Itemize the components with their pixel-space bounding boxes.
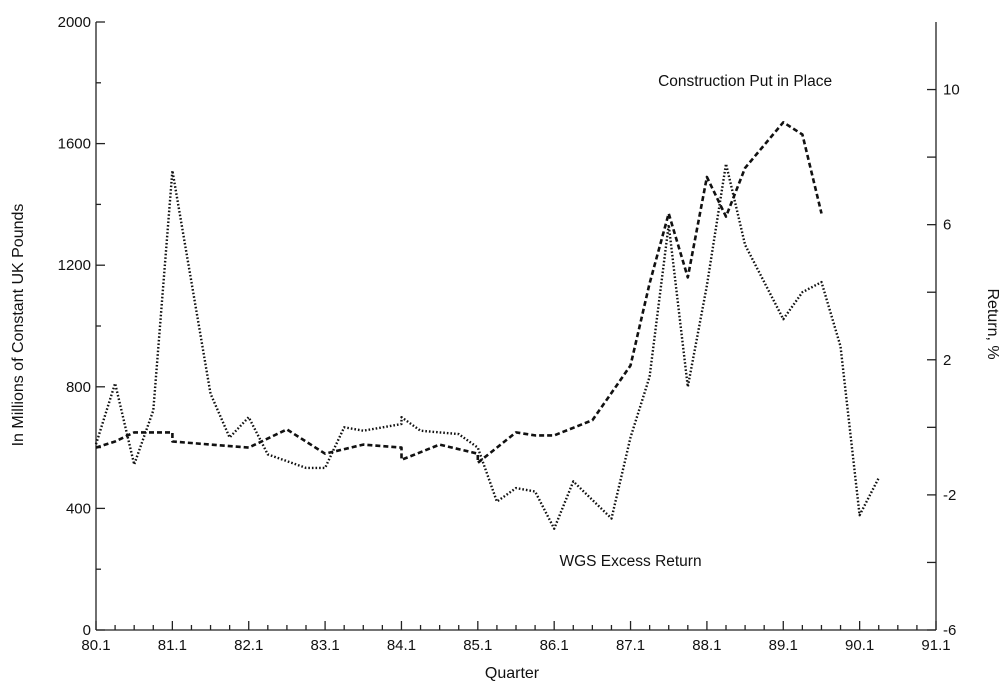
x-tick-label: 87.1 (616, 637, 645, 654)
y2-tick-label: -2 (943, 487, 956, 504)
x-tick-label: 83.1 (310, 637, 339, 654)
y-tick-label: 400 (66, 500, 91, 517)
y2-tick-label: 10 (943, 82, 960, 99)
y-tick-label: 1200 (58, 257, 91, 274)
x-tick-label: 88.1 (692, 637, 721, 654)
annotation-excess-return: WGS Excess Return (559, 553, 701, 570)
annotation-construction: Construction Put in Place (658, 73, 832, 90)
y2-tick-label: -6 (943, 622, 956, 639)
y-tick-label: 2000 (58, 14, 91, 31)
axes (95, 21, 937, 631)
series-line-construction (95, 121, 823, 465)
series-layer (94, 121, 880, 530)
x-tick-label: 91.1 (921, 637, 950, 654)
y-tick-label: 1600 (58, 136, 91, 153)
x-tick-label: 81.1 (158, 637, 187, 654)
x-tick-label: 84.1 (387, 637, 416, 654)
y-tick-label: 800 (66, 379, 91, 396)
x-axis-title: Quarter (485, 665, 540, 682)
y2-tick-label: 2 (943, 352, 951, 369)
x-tick-label: 89.1 (769, 637, 798, 654)
series-line-excess-return (94, 162, 880, 530)
y2-tick-label: 6 (943, 217, 951, 234)
y2-axis-title: Return, % (984, 288, 1001, 359)
tick-labels: 80.1 81.1 82.1 83.1 84.1 85.1 86.1 87.1 88.1 89.1… (58, 14, 960, 654)
x-tick-label: 90.1 (845, 637, 874, 654)
x-tick-label: 86.1 (540, 637, 569, 654)
x-tick-label: 80.1 (81, 637, 110, 654)
annotations: Construction Put in Place WGS Excess Retu… (559, 73, 832, 570)
y-tick-label: 0 (83, 622, 91, 639)
x-tick-label: 82.1 (234, 637, 263, 654)
x-tick-label: 85.1 (463, 637, 492, 654)
y-axis-title: In Millions of Constant UK Pounds (10, 204, 27, 447)
